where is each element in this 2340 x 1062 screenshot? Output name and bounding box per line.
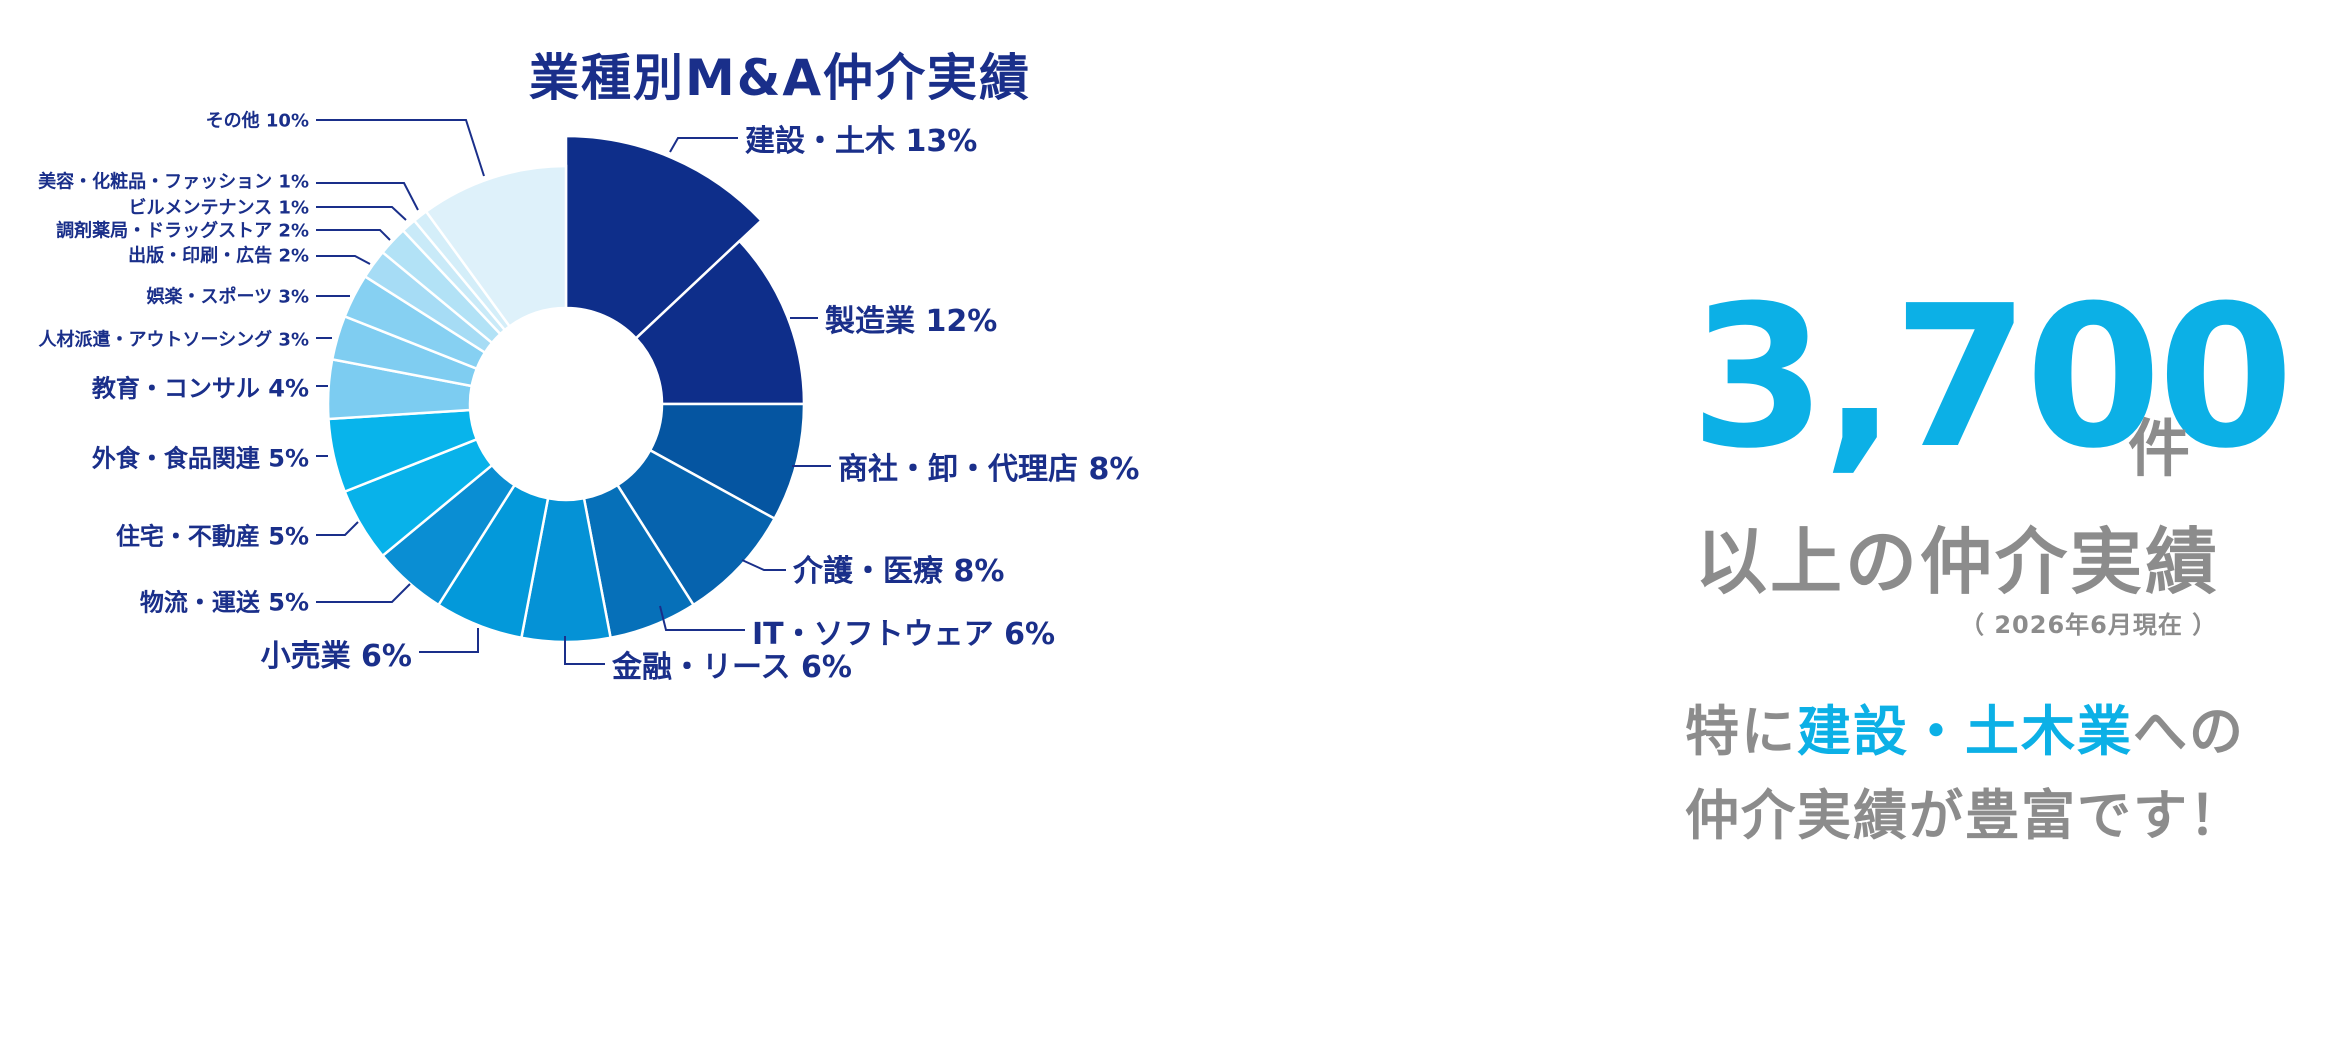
- note-highlight: 建設・土木業: [1797, 700, 2133, 763]
- slice-label: ビルメンテナンス 1%: [129, 197, 309, 218]
- slice-label: 建設・土木 13%: [745, 124, 977, 159]
- donut-slice: [424, 164, 568, 329]
- total-count-unit: 件: [2128, 412, 2191, 485]
- slice-label: 出版・印刷・広告 2%: [128, 244, 309, 266]
- leader-line: [316, 255, 371, 265]
- note-prefix: 特に: [1685, 700, 1797, 763]
- slice-label: 住宅・不動産 5%: [116, 523, 309, 551]
- leader-line: [741, 559, 786, 571]
- slice-label: 教育・コンサル 4%: [92, 375, 309, 403]
- leader-line: [419, 628, 479, 653]
- note-line2: 仲介実績が豊富です！: [1685, 784, 2245, 847]
- leader-line: [316, 119, 485, 177]
- leader-line: [659, 605, 745, 631]
- leader-line: [669, 137, 738, 153]
- leader-line: [316, 182, 419, 211]
- slice-label: 人材派遣・アウトソーシング 3%: [39, 328, 309, 350]
- chart-title: 業種別M&A仲介実績: [528, 49, 1032, 107]
- leader-line: [316, 583, 411, 603]
- slice-label: 介護・医療 8%: [792, 554, 1004, 589]
- slice-label: IT・ソフトウェア 6%: [752, 617, 1055, 652]
- leader-line: [316, 521, 359, 536]
- total-count-subtitle: 以上の仲介実績: [1694, 520, 2220, 604]
- slice-label: 物流・運送 5%: [140, 589, 309, 617]
- slice-label: 外食・食品関連 5%: [92, 445, 309, 473]
- note-suffix: への: [2133, 700, 2245, 763]
- slice-label: 製造業 12%: [825, 304, 997, 339]
- donut-slice: [634, 239, 806, 406]
- donut-slice: [564, 134, 764, 341]
- slice-label: 美容・化粧品・ファッション 1%: [38, 170, 309, 192]
- slice-label: 小売業 6%: [261, 639, 412, 674]
- leader-line: [316, 206, 407, 221]
- slice-label: 娯楽・スポーツ 3%: [147, 285, 309, 307]
- leader-line: [564, 636, 605, 665]
- slice-label: その他 10%: [206, 109, 309, 131]
- slice-label: 調剤薬局・ドラッグストア 2%: [56, 219, 309, 241]
- leader-line: [316, 229, 391, 241]
- note-text: 特に建設・土木業への 仲介実績が豊富です！: [1685, 690, 2245, 858]
- total-count: 3,700: [1690, 264, 2294, 492]
- as-of-date: （ 2026年6月現在 ）: [1960, 611, 2218, 639]
- slice-label: 金融・リース 6%: [611, 650, 852, 685]
- slice-label: 商社・卸・代理店 8%: [838, 452, 1139, 487]
- donut-chart: 建設・土木 13% 製造業 12% 商社・卸・代理店 8% 介護・医療 8% IT・ソフ…: [38, 109, 1139, 685]
